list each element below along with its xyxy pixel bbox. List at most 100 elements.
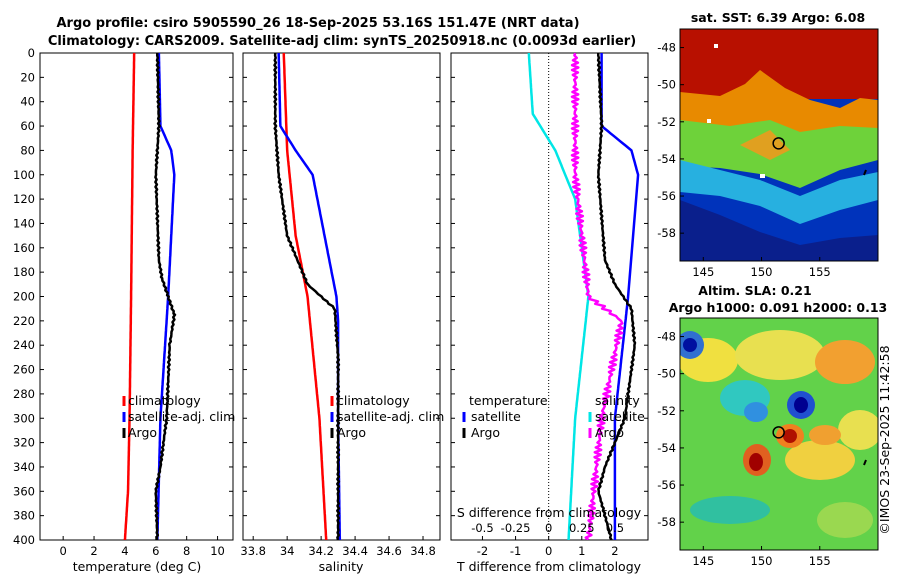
sst-map-image [680, 29, 878, 261]
depth-tick-label: 60 [20, 119, 35, 133]
sla-map-title-line1: Altim. SLA: 0.21 [698, 283, 811, 298]
depth-tick-label: 400 [13, 533, 35, 547]
difference-top-tick-label: 0.25 [569, 521, 595, 535]
temperature-legend: climatology satellite-adj. clim Argo [122, 393, 235, 440]
sla-anomaly-yellow [838, 410, 878, 450]
map-lat-tick-label: -50 [657, 78, 676, 92]
sst-land-pixel [707, 119, 711, 123]
depth-tick-label: 40 [20, 95, 35, 109]
temperature-panel: 0204060801001201401601802002202402602803… [13, 46, 235, 574]
difference-x-tick-label: 1 [578, 544, 585, 558]
depth-tick-label: 300 [13, 411, 35, 425]
depth-tick-label: 180 [13, 265, 35, 279]
map-lat-tick-label: -48 [657, 41, 676, 55]
sla-anomaly-red [749, 453, 763, 471]
argo-location-marker [772, 426, 785, 439]
sst-map-title: sat. SST: 6.39 Argo: 6.08 [691, 10, 865, 25]
legend-sal-argo-label: Argo [595, 425, 624, 440]
sst-land-pixel [714, 44, 718, 48]
salinity-x-tick-label: 34.2 [308, 544, 334, 558]
temperature-x-tick-label: 0 [59, 544, 66, 558]
temperature-x-tick-label: 8 [183, 544, 190, 558]
sst-land-pixel [760, 174, 765, 178]
difference-top-tick-label: 0.5 [606, 521, 624, 535]
series-temperature-satellite [600, 53, 640, 540]
temperature-x-ticks: 0 2 4 6 8 10 [59, 536, 225, 558]
temperature-x-tick-label: 4 [121, 544, 128, 558]
series-temperature-argo [596, 53, 637, 540]
temperature-x-tick-label: 2 [90, 544, 97, 558]
figure-title-line1: Argo profile: csiro 5905590_26 18-Sep-20… [56, 16, 579, 31]
difference-x-tick-label: -1 [510, 544, 521, 558]
salinity-lines [273, 53, 342, 540]
depth-tick-label: 120 [13, 192, 35, 206]
sla-anomaly-orange [815, 340, 875, 384]
series-argo [273, 53, 341, 540]
legend-sal-satellite-label: satellite [595, 409, 645, 424]
difference-legend: temperature satellite Argo salinity sate… [462, 393, 645, 440]
depth-tick-label: 0 [28, 46, 35, 60]
sst-coast-fragment [863, 169, 867, 176]
map-lat-tick-label: -48 [657, 330, 676, 344]
sst-map-panel: sat. SST: 6.39 Argo: 6.08 145 150 155 -48 -5… [657, 10, 879, 279]
map-lon-tick-label: 150 [751, 554, 773, 568]
sla-map-title-line2: Argo h1000: 0.091 h2000: 0.13 [669, 300, 888, 315]
sla-coast-fragment [863, 459, 867, 466]
legend-temperature-title: temperature [469, 393, 548, 408]
salinity-x-tick-label: 34 [280, 544, 295, 558]
map-lat-tick-label: -52 [657, 115, 676, 129]
map-lat-tick-label: -56 [657, 189, 676, 203]
difference-y-ticks [451, 52, 648, 541]
sst-cool-band [680, 160, 878, 224]
salinity-x-ticks: 33.8 34 34.2 34.4 34.6 34.8 [240, 536, 436, 558]
sla-map-image [680, 318, 878, 550]
depth-tick-label: 20 [20, 70, 35, 84]
legend-satellite-label: satellite-adj. clim [128, 409, 235, 424]
map-lon-tick-label: 150 [751, 265, 773, 279]
legend-temp-argo-label: Argo [471, 425, 500, 440]
series-argo [154, 53, 177, 540]
depth-tick-label: 280 [13, 387, 35, 401]
sst-front-orange [680, 70, 878, 140]
depth-tick-label: 100 [13, 168, 35, 182]
sla-anomaly-orange [809, 425, 841, 445]
temperature-axes-frame [39, 52, 234, 541]
temperature-x-tick-label: 10 [210, 544, 225, 558]
sla-anomaly-red [783, 429, 797, 443]
sla-anomaly-cyan [690, 496, 770, 524]
difference-x-tick-label: 2 [611, 544, 618, 558]
sla-map-panel: Altim. SLA: 0.21 Argo h1000: 0.091 h2000… [657, 283, 887, 568]
sla-anomaly-yellow [735, 330, 825, 380]
sla-anomaly-deep-blue [683, 338, 697, 352]
salinity-axes-frame [242, 52, 441, 541]
legend-climatology-label: climatology [128, 393, 201, 408]
difference-panel: -2 -1 0 1 2 T difference from climatology S … [450, 52, 649, 574]
sst-map-frame [679, 28, 879, 262]
depth-tick-label: 340 [13, 460, 35, 474]
difference-top-ticks: -0.5 -0.25 0 0.25 0.5 [471, 521, 624, 535]
depth-tick-label: 240 [13, 338, 35, 352]
sla-anomaly-green [817, 502, 873, 538]
temperature-x-label: temperature (deg C) [73, 559, 202, 574]
depth-tick-label: 320 [13, 436, 35, 450]
depth-tick-label: 360 [13, 484, 35, 498]
legend-salinity-title: salinity [595, 393, 640, 408]
map-lon-tick-label: 155 [809, 265, 831, 279]
map-lat-tick-label: -52 [657, 404, 676, 418]
salinity-legend: climatology satellite-adj. clim Argo [330, 393, 444, 440]
argo-location-marker [772, 137, 785, 150]
difference-x-label: T difference from climatology [456, 559, 642, 574]
sst-deep-cold [680, 200, 878, 261]
map-lon-tick-label: 155 [809, 554, 831, 568]
legend-argo-label: Argo [337, 425, 366, 440]
map-lat-tick-label: -50 [657, 367, 676, 381]
salinity-x-label: salinity [319, 559, 364, 574]
salinity-x-tick-label: 34.6 [376, 544, 402, 558]
depth-tick-label: 160 [13, 241, 35, 255]
imos-watermark: ©IMOS 23-Sep-2025 11:42:58 [877, 345, 892, 534]
salinity-y-ticks [243, 52, 440, 541]
difference-top-tick-label: -0.25 [501, 521, 531, 535]
map-lat-tick-label: -58 [657, 515, 676, 529]
map-lat-tick-label: -54 [657, 441, 676, 455]
